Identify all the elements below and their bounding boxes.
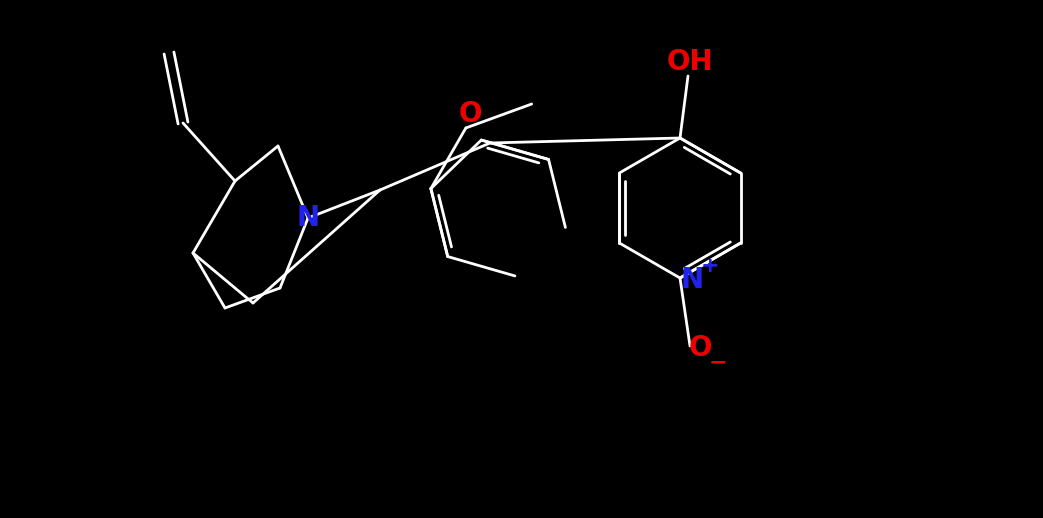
Text: OH: OH: [666, 48, 713, 76]
Text: O: O: [688, 334, 711, 362]
Text: +: +: [701, 256, 720, 276]
Text: −: −: [708, 352, 727, 372]
Text: N: N: [680, 266, 704, 294]
Text: O: O: [458, 100, 482, 128]
Text: N: N: [296, 204, 319, 232]
